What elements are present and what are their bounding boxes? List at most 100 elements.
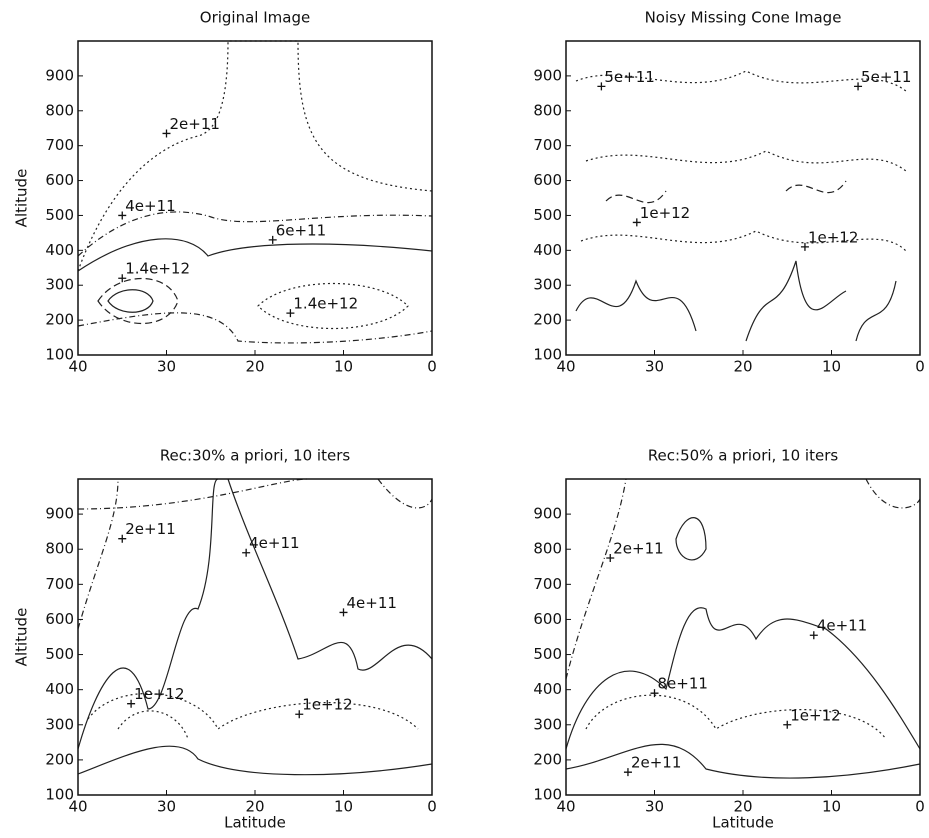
x-tick-label: 10	[334, 358, 353, 376]
y-tick-label: 800	[45, 540, 74, 558]
y-tick-label: 600	[533, 610, 562, 628]
y-axis-label: Altitude	[13, 608, 31, 667]
contour-label-marker	[242, 548, 251, 557]
y-tick-label: 900	[533, 505, 562, 523]
y-tick-label: 700	[45, 575, 74, 593]
contour-label: 1.4e+12	[125, 260, 190, 278]
y-tick-label: 800	[45, 101, 74, 119]
y-tick-label: 400	[533, 680, 562, 698]
contour-lines	[77, 40, 433, 344]
y-tick-label: 900	[45, 66, 74, 84]
y-axis-label: Altitude	[13, 169, 31, 228]
contour-label: 1.4e+12	[293, 295, 358, 313]
x-tick-label: 0	[427, 798, 437, 816]
y-tick-label: 100	[45, 346, 74, 364]
contour-label: 4e+11	[125, 197, 175, 215]
contour-label: 2e+11	[125, 520, 175, 538]
contour-label-marker	[295, 710, 304, 719]
contour-label: 5e+11	[861, 68, 911, 86]
contour-lines	[575, 70, 907, 342]
x-tick-label: 0	[915, 798, 925, 816]
plot-frame	[565, 478, 921, 796]
contour-label: 2e+11	[631, 754, 681, 772]
x-tick-label: 0	[427, 358, 437, 376]
y-tick-label: 400	[533, 241, 562, 259]
contour-label-marker	[118, 534, 127, 543]
x-tick-label: 20	[245, 358, 264, 376]
y-tick-label: 500	[533, 645, 562, 663]
x-tick-label: 20	[733, 358, 752, 376]
contour-label: 5e+11	[604, 68, 654, 86]
x-tick-label: 40	[68, 358, 87, 376]
y-tick-label: 600	[533, 171, 562, 189]
contour-label-marker	[268, 235, 277, 244]
contour-label-marker	[650, 689, 659, 698]
contour-lines	[77, 478, 433, 776]
x-tick-label: 10	[822, 798, 841, 816]
y-tick-label: 500	[533, 206, 562, 224]
y-tick-label: 600	[45, 171, 74, 189]
y-tick-label: 500	[45, 206, 74, 224]
panel-title: Rec:50% a priori, 10 iters	[648, 447, 839, 465]
y-tick-label: 800	[533, 540, 562, 558]
y-tick-label: 300	[45, 276, 74, 294]
y-tick-label: 300	[533, 715, 562, 733]
y-tick-label: 100	[533, 786, 562, 804]
x-tick-label: 30	[157, 798, 176, 816]
x-axis-label: Latitude	[712, 814, 774, 832]
y-tick-label: 200	[45, 750, 74, 768]
y-tick-label: 400	[45, 680, 74, 698]
y-tick-label: 700	[45, 136, 74, 154]
contour-label: 4e+11	[347, 594, 397, 612]
contour-label-marker	[606, 554, 615, 562]
y-tick-label: 300	[45, 715, 74, 733]
contour-label-marker	[339, 608, 348, 617]
contour-label-marker	[623, 768, 632, 777]
contour-label: 8e+11	[658, 675, 708, 693]
y-tick-label: 300	[533, 276, 562, 294]
contour-label: 4e+11	[817, 617, 867, 635]
y-tick-label: 900	[533, 66, 562, 84]
panel-title: Noisy Missing Cone Image	[645, 9, 842, 27]
panel-title: Original Image	[200, 9, 310, 27]
x-tick-label: 10	[822, 358, 841, 376]
x-tick-label: 20	[245, 798, 264, 816]
contour-label: 6e+11	[276, 221, 326, 239]
y-tick-label: 200	[533, 750, 562, 768]
x-tick-label: 30	[645, 798, 664, 816]
contour-label-marker	[632, 218, 641, 227]
y-tick-label: 500	[45, 645, 74, 663]
contour-label: 1e+12	[134, 685, 184, 703]
y-tick-label: 900	[45, 505, 74, 523]
contour-label: 1e+12	[808, 228, 858, 246]
x-tick-label: 40	[556, 798, 575, 816]
contour-label-marker	[597, 82, 606, 91]
contour-label: 1e+12	[790, 706, 840, 724]
contour-lines	[565, 478, 921, 779]
x-tick-label: 30	[645, 358, 664, 376]
contour-label-marker	[854, 82, 863, 91]
y-tick-label: 100	[533, 346, 562, 364]
y-tick-label: 600	[45, 610, 74, 628]
contour-label: 1e+12	[302, 696, 352, 714]
contour-label-marker	[800, 242, 809, 251]
contour-label: 2e+11	[613, 540, 663, 558]
x-tick-label: 30	[157, 358, 176, 376]
y-tick-label: 100	[45, 786, 74, 804]
x-axis-label: Latitude	[224, 814, 286, 832]
y-tick-label: 400	[45, 241, 74, 259]
contour-label-marker	[127, 699, 136, 708]
contour-label-marker	[162, 129, 171, 138]
x-tick-label: 40	[68, 798, 87, 816]
x-tick-label: 0	[915, 358, 925, 376]
contour-label-marker	[286, 309, 295, 318]
x-tick-label: 20	[733, 798, 752, 816]
panel-title: Rec:30% a priori, 10 iters	[160, 447, 351, 465]
x-tick-label: 40	[556, 358, 575, 376]
contour-label: 1e+12	[640, 204, 690, 222]
y-tick-label: 700	[533, 575, 562, 593]
contour-label-marker	[809, 631, 818, 640]
y-tick-label: 200	[45, 311, 74, 329]
x-tick-label: 10	[334, 798, 353, 816]
y-tick-label: 800	[533, 101, 562, 119]
